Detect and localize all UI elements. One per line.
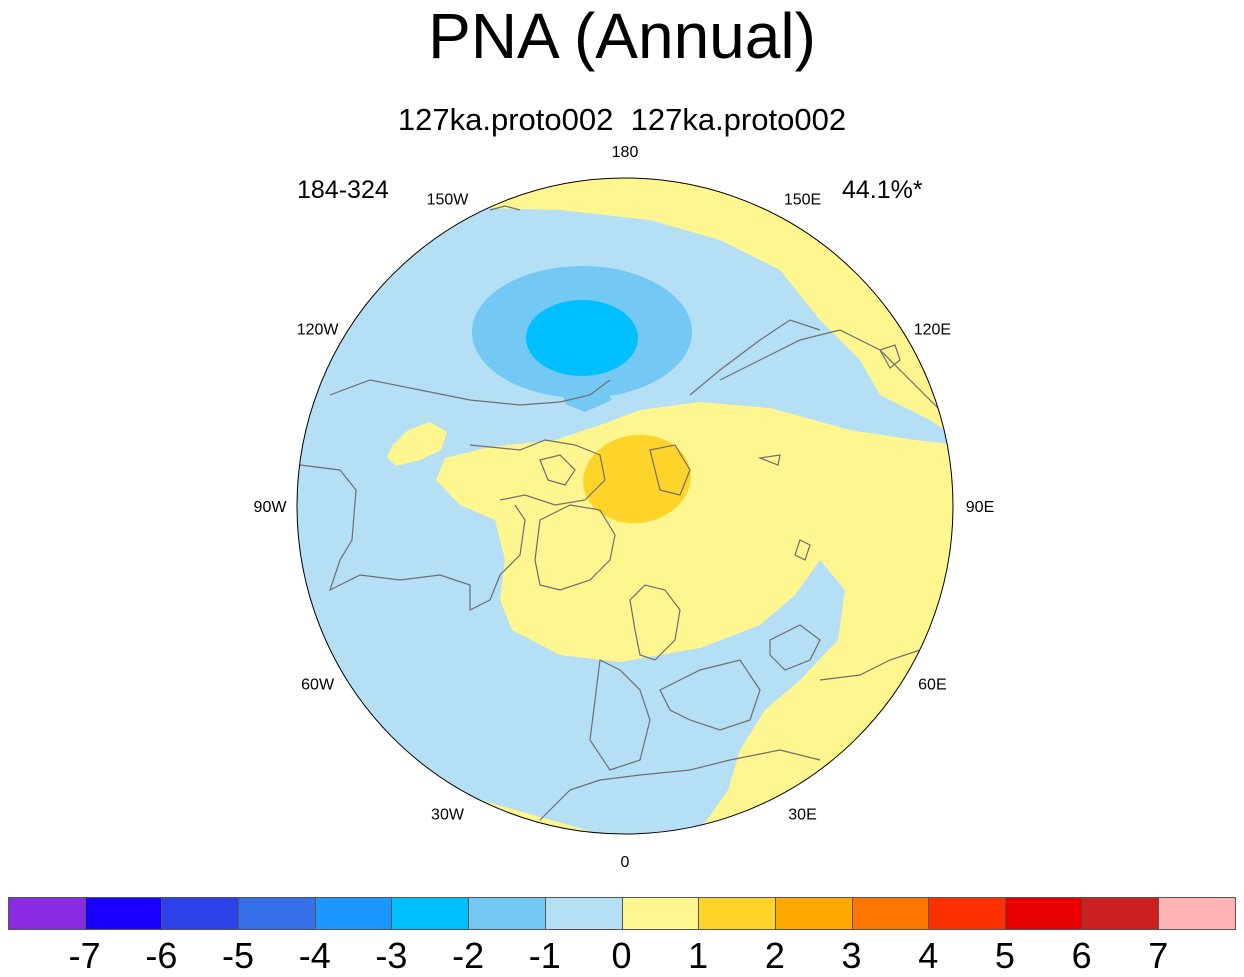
longitude-label: 30E [788,806,816,823]
map-border [296,177,954,835]
longitude-label: 150E [784,192,821,209]
colorbar-tick-label: -5 [222,935,255,976]
page-title: PNA (Annual) [428,0,816,72]
colorbar-box [84,897,163,930]
colorbar-box [391,897,470,930]
positive-anomaly-arctic-eurasia [436,402,953,834]
colorbar-tick-label: -2 [452,935,485,976]
colorbar-box [8,897,86,930]
colorbar-box [928,897,1006,930]
season-range-label: 184-324 [297,176,389,204]
longitude-label: 60E [918,677,946,694]
positive-anomaly-core [583,434,691,524]
colorbar-tick-label: 1 [688,935,709,976]
colorbar-tick-label: -3 [375,935,408,976]
longitude-label: 120W [297,322,340,339]
colorbar-tick-label: -6 [145,935,178,976]
colorbar-tick-label: 0 [611,935,632,976]
colorbar-box [544,897,623,930]
longitude-label: 120E [914,322,951,339]
variance-explained-label: 44.1%* [842,176,923,204]
longitude-labels: 180 150E 120E 90E 60E 30E 0 30W 60W 90W 120W 150W [254,144,995,871]
colorbar-box [851,897,930,930]
polar-map: 180 150E 120E 90E 60E 30E 0 30W 60W 90W 120W 150W [254,144,995,871]
colorbar-tick-label: -1 [528,935,561,976]
longitude-label: 0 [621,854,630,871]
coastlines [299,205,941,821]
longitude-label: 90E [966,499,994,516]
colorbar-tick-label: 4 [918,935,939,976]
colorbar-tick-label: 2 [764,935,785,976]
longitude-label: 60W [301,677,335,694]
colorbar-box [1158,897,1236,930]
colorbar-tick-label: -7 [68,935,101,976]
colorbar-box [468,897,546,930]
colorbar-box [314,897,393,930]
longitude-label: 90W [254,499,288,516]
colorbar-tick-label: 5 [994,935,1015,976]
colorbar-box [238,897,316,930]
colorbar-box [1004,897,1083,930]
longitude-label: 180 [612,144,639,161]
colorbar-box [161,897,240,930]
colorbar-box [1081,897,1160,930]
negative-anomaly-core-inner [526,300,638,376]
positive-anomaly-small-island [387,422,447,466]
colorbar-box [698,897,776,930]
colorbar-tick-label: 7 [1148,935,1169,976]
map-field [297,178,953,834]
longitude-label: 150W [427,192,470,209]
longitude-label: 30W [431,806,465,823]
colorbar-tick-label: 6 [1071,935,1092,976]
colorbar-tick-label: -4 [298,935,331,976]
colorbar-box [621,897,700,930]
colorbar-box [774,897,853,930]
colorbar-tick-label: 3 [841,935,862,976]
subtitle: 127ka.proto002 127ka.proto002 [397,102,847,137]
colorbar [8,897,1236,930]
